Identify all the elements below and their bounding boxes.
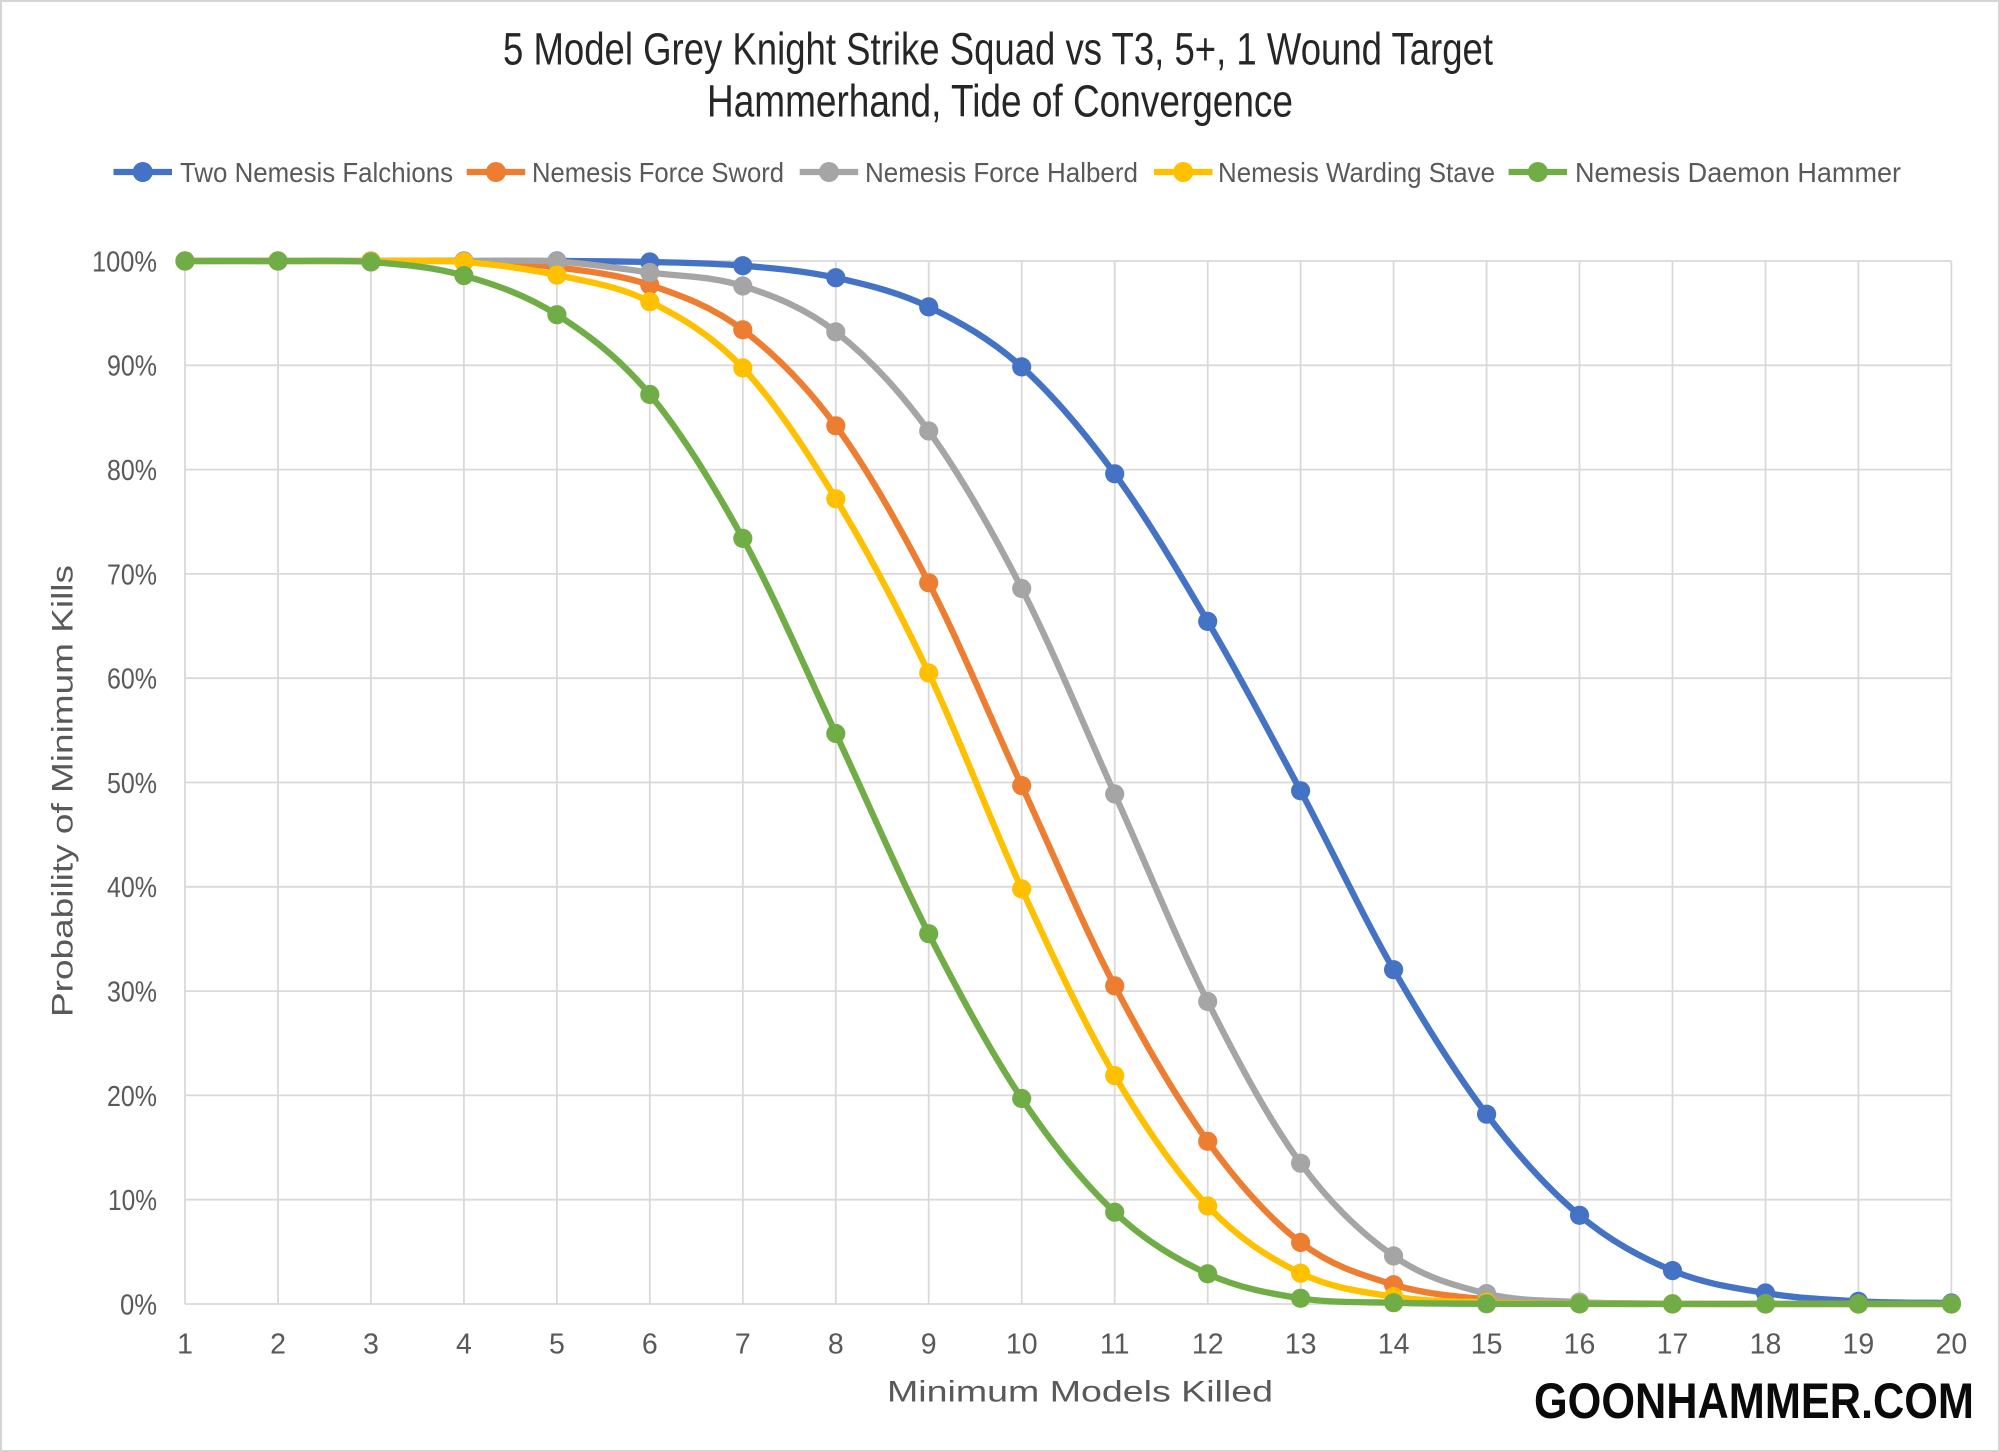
svg-text:2: 2 [270, 1329, 286, 1361]
svg-text:11: 11 [1100, 1329, 1130, 1361]
svg-text:40%: 40% [107, 872, 157, 904]
svg-text:12: 12 [1192, 1329, 1224, 1361]
svg-text:15: 15 [1471, 1329, 1503, 1361]
svg-text:14: 14 [1378, 1329, 1410, 1361]
svg-text:30%: 30% [107, 977, 157, 1009]
svg-text:Minimum Models Killed: Minimum Models Killed [887, 1376, 1273, 1409]
svg-text:1: 1 [177, 1329, 193, 1361]
svg-text:5 Model Grey Knight Strike Squ: 5 Model Grey Knight Strike Squad vs T3, … [503, 24, 1493, 75]
svg-text:Probability of Minimum Kills: Probability of Minimum Kills [47, 565, 80, 1017]
svg-text:80%: 80% [107, 455, 157, 487]
svg-text:9: 9 [921, 1329, 937, 1361]
svg-text:Nemesis Force Halberd: Nemesis Force Halberd [865, 157, 1138, 188]
svg-text:60%: 60% [107, 664, 157, 696]
svg-text:GOONHAMMER.COM: GOONHAMMER.COM [1534, 1373, 1974, 1429]
svg-text:7: 7 [735, 1329, 751, 1361]
svg-text:90%: 90% [107, 351, 157, 383]
svg-text:Nemesis Warding Stave: Nemesis Warding Stave [1218, 157, 1495, 188]
svg-text:Hammerhand, Tide of Convergenc: Hammerhand, Tide of Convergence [707, 76, 1293, 127]
svg-text:3: 3 [363, 1329, 379, 1361]
svg-text:5: 5 [549, 1329, 565, 1361]
svg-text:0%: 0% [120, 1289, 157, 1321]
svg-text:18: 18 [1750, 1329, 1782, 1361]
svg-text:10%: 10% [108, 1185, 157, 1217]
svg-text:100%: 100% [92, 246, 157, 278]
svg-text:17: 17 [1657, 1329, 1689, 1361]
svg-text:8: 8 [828, 1329, 844, 1361]
svg-text:70%: 70% [107, 559, 157, 591]
svg-text:10: 10 [1006, 1329, 1038, 1361]
svg-text:19: 19 [1843, 1329, 1875, 1361]
svg-text:20: 20 [1936, 1329, 1968, 1361]
svg-text:4: 4 [456, 1329, 472, 1361]
svg-text:13: 13 [1285, 1329, 1317, 1361]
svg-text:20%: 20% [107, 1081, 157, 1113]
svg-text:50%: 50% [107, 768, 157, 800]
svg-text:Two Nemesis Falchions: Two Nemesis Falchions [180, 157, 453, 188]
svg-text:6: 6 [642, 1329, 658, 1361]
svg-text:Nemesis Daemon Hammer: Nemesis Daemon Hammer [1575, 157, 1901, 188]
svg-text:Nemesis Force Sword: Nemesis Force Sword [532, 157, 784, 188]
svg-text:16: 16 [1564, 1329, 1596, 1361]
